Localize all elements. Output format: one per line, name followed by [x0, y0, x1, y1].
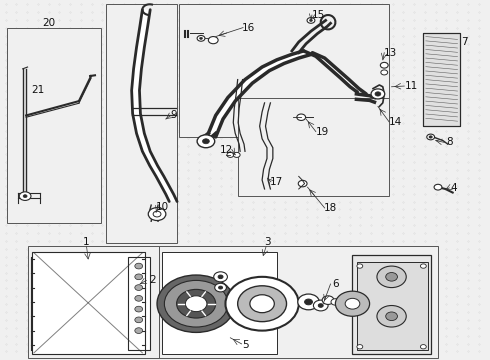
Circle shape: [218, 275, 223, 279]
Bar: [423, 33, 460, 126]
Bar: [27, 246, 159, 357]
Circle shape: [380, 62, 388, 68]
Text: 7: 7: [462, 37, 468, 47]
Text: 1: 1: [83, 237, 90, 247]
Circle shape: [202, 139, 209, 144]
Circle shape: [381, 70, 388, 75]
Circle shape: [197, 135, 215, 148]
Bar: [32, 252, 145, 354]
Circle shape: [197, 36, 205, 41]
Circle shape: [318, 304, 323, 307]
Circle shape: [250, 295, 274, 313]
Circle shape: [420, 345, 426, 349]
Circle shape: [386, 312, 397, 320]
Circle shape: [298, 180, 307, 187]
Circle shape: [214, 272, 227, 282]
Bar: [159, 246, 438, 357]
Text: 11: 11: [405, 81, 418, 91]
Circle shape: [135, 296, 143, 301]
Bar: [423, 33, 460, 126]
Circle shape: [307, 18, 315, 23]
Circle shape: [219, 286, 222, 289]
Circle shape: [420, 264, 426, 268]
Circle shape: [345, 298, 360, 309]
Circle shape: [135, 317, 143, 323]
Text: 8: 8: [446, 138, 453, 147]
Circle shape: [429, 136, 432, 138]
Text: 9: 9: [171, 111, 177, 121]
Text: 10: 10: [155, 202, 169, 212]
Polygon shape: [304, 51, 366, 94]
Circle shape: [297, 114, 306, 121]
Circle shape: [357, 264, 363, 268]
Bar: [6, 28, 101, 223]
Circle shape: [225, 277, 299, 330]
Circle shape: [434, 184, 442, 190]
Bar: [179, 4, 389, 137]
Circle shape: [233, 152, 240, 157]
Text: 18: 18: [324, 203, 337, 213]
Circle shape: [157, 275, 235, 332]
Text: 3: 3: [264, 237, 270, 247]
Text: 19: 19: [316, 127, 329, 136]
Text: 13: 13: [384, 48, 397, 58]
Text: 5: 5: [242, 340, 248, 350]
Bar: [238, 98, 389, 196]
Circle shape: [298, 294, 319, 310]
Circle shape: [386, 273, 397, 281]
Circle shape: [135, 285, 143, 291]
Bar: [352, 255, 431, 354]
Bar: [106, 4, 176, 243]
Circle shape: [135, 328, 143, 333]
Circle shape: [176, 289, 216, 318]
Circle shape: [375, 92, 381, 96]
Circle shape: [331, 299, 340, 305]
Text: 4: 4: [451, 183, 458, 193]
Circle shape: [322, 296, 334, 305]
Circle shape: [314, 300, 328, 311]
Circle shape: [215, 283, 226, 292]
Circle shape: [19, 192, 31, 201]
Text: 2: 2: [149, 275, 155, 285]
Text: 6: 6: [332, 279, 339, 289]
Circle shape: [164, 280, 228, 327]
Circle shape: [357, 345, 363, 349]
Circle shape: [427, 134, 435, 140]
Circle shape: [377, 306, 406, 327]
Polygon shape: [208, 51, 311, 137]
Text: 16: 16: [242, 23, 255, 33]
Bar: [357, 262, 428, 350]
Text: 12: 12: [220, 144, 233, 154]
Circle shape: [153, 211, 161, 217]
Circle shape: [310, 19, 313, 22]
Circle shape: [371, 89, 385, 99]
Text: 21: 21: [31, 85, 45, 95]
Circle shape: [227, 152, 234, 157]
Text: 17: 17: [270, 177, 283, 187]
Polygon shape: [132, 10, 177, 202]
Circle shape: [148, 208, 166, 221]
Bar: [128, 257, 150, 350]
Circle shape: [135, 263, 143, 269]
Circle shape: [185, 296, 207, 312]
Circle shape: [335, 291, 369, 316]
Circle shape: [238, 286, 287, 321]
Circle shape: [135, 274, 143, 280]
Circle shape: [135, 306, 143, 312]
Text: 20: 20: [42, 18, 55, 28]
Circle shape: [377, 266, 406, 288]
Bar: [162, 252, 277, 354]
Text: 15: 15: [312, 10, 325, 20]
Circle shape: [23, 195, 27, 198]
Text: 14: 14: [389, 117, 402, 127]
Circle shape: [305, 299, 313, 305]
Circle shape: [208, 37, 218, 44]
Circle shape: [199, 37, 202, 40]
